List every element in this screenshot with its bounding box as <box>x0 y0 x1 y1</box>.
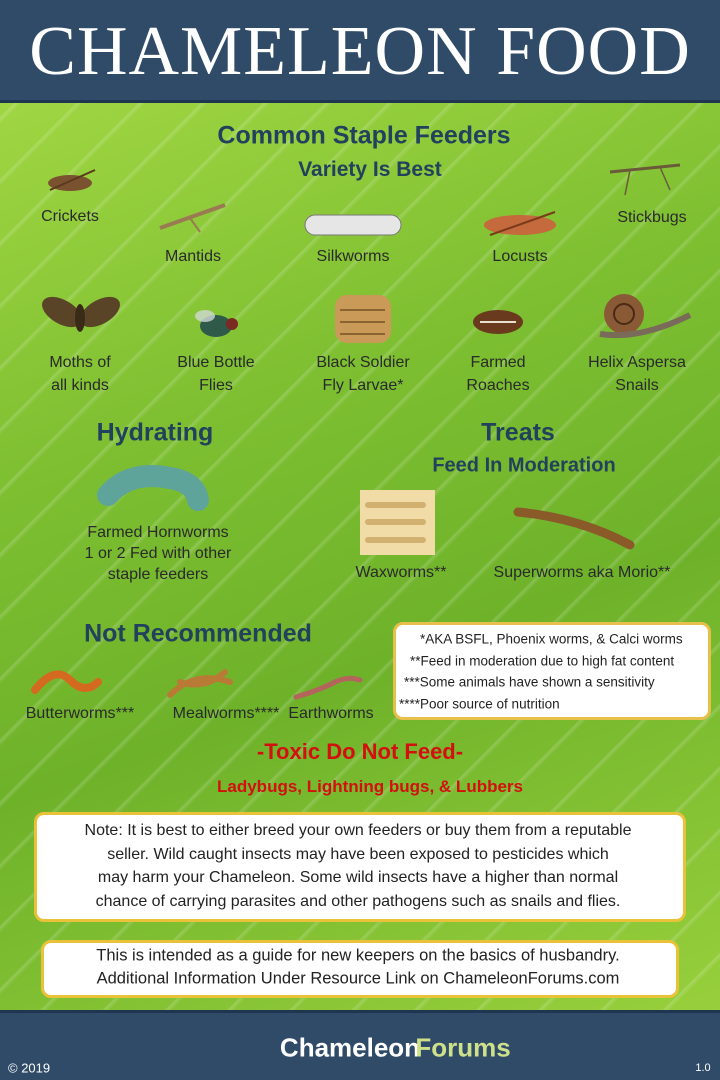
note-line: seller. Wild caught insects may have bee… <box>107 845 609 863</box>
brand: Forums <box>415 1032 511 1063</box>
footnote-box <box>393 622 711 720</box>
toxic-list: Ladybugs, Lightning bugs, & Lubbers <box>217 777 523 796</box>
item-label: Roaches <box>466 377 530 394</box>
section-title: Hydrating <box>96 418 214 447</box>
note-box <box>34 812 686 922</box>
item-label: Locusts <box>492 248 548 265</box>
guide-line: Additional Information Under Resource Li… <box>96 969 620 988</box>
item-label: Flies <box>199 377 233 394</box>
section-title: Common Staple Feeders <box>217 121 511 150</box>
item-label: Fly Larvae* <box>322 377 404 394</box>
header: CHAMELEON FOOD <box>0 0 720 103</box>
guide-box <box>41 940 679 998</box>
item-label: Waxworms** <box>355 564 447 581</box>
version: 1.0 <box>695 1062 711 1074</box>
footnote: **Feed in moderation due to high fat con… <box>410 653 675 669</box>
section-subtitle: Feed In Moderation <box>432 454 616 477</box>
item-label: Moths of <box>49 354 111 371</box>
item-label: Earthworms <box>288 705 374 722</box>
page-title: CHAMELEON FOOD <box>29 13 691 90</box>
item-label: staple feeders <box>107 566 209 583</box>
section-title: Not Recommended <box>84 619 312 648</box>
item-label: Silkworms <box>316 248 390 265</box>
item-label: Crickets <box>41 208 99 225</box>
note-line: chance of carrying parasites and other p… <box>95 893 621 911</box>
footnote: ****Poor source of nutrition <box>399 696 560 712</box>
guide-line: This is intended as a guide for new keep… <box>96 946 620 965</box>
item-label: Snails <box>615 377 659 394</box>
section-subtitle: Variety Is Best <box>298 158 442 181</box>
brand: Chameleon <box>279 1032 421 1063</box>
copyright: © 2019 <box>8 1060 51 1076</box>
footnote: *AKA BSFL, Phoenix worms, & Calci worms <box>420 631 683 647</box>
item-label: Butterworms*** <box>25 705 135 722</box>
footer <box>0 1010 720 1080</box>
item-label: Stickbugs <box>617 209 687 226</box>
item-label: Mealworms**** <box>172 705 280 722</box>
item-label: all kinds <box>51 377 109 394</box>
item-label: Mantids <box>164 248 222 265</box>
section-title: Treats <box>481 418 555 447</box>
item-label: Superworms aka Morio** <box>493 564 671 581</box>
note-line: may harm your Chameleon. Some wild insec… <box>97 869 619 887</box>
item-label: Black Soldier <box>316 354 410 371</box>
item-label: Helix Aspersa <box>588 354 686 371</box>
item-label: Farmed Hornworms <box>87 524 229 541</box>
item-label: Blue Bottle <box>177 354 255 371</box>
item-label: 1 or 2 Fed with other <box>84 545 232 562</box>
item-label: Farmed <box>470 354 526 371</box>
toxic-title: -Toxic Do Not Feed- <box>256 739 464 764</box>
footnote: ***Some animals have shown a sensitivity <box>404 674 655 690</box>
note-line: Note: It is best to either breed your ow… <box>84 822 632 839</box>
